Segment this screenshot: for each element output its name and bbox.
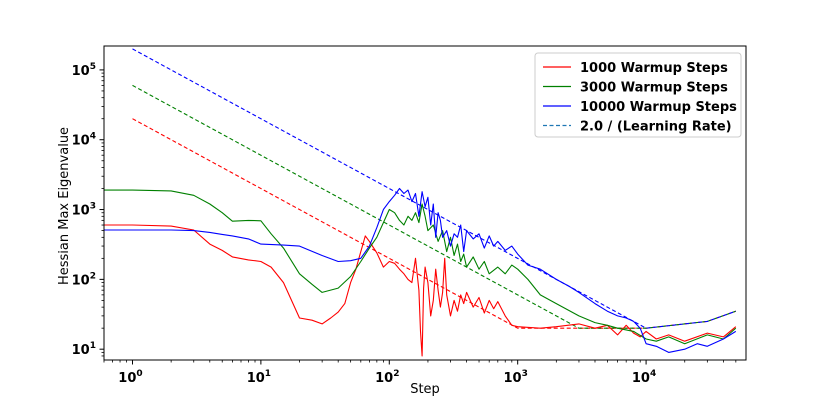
y-tick-label: 102 [72, 271, 96, 288]
x-tick-label: 104 [632, 369, 656, 386]
x-tick-label: 102 [375, 369, 399, 386]
series-layer [104, 48, 737, 357]
x-tick-label: 100 [118, 369, 142, 386]
legend-box [534, 52, 742, 138]
y-tick-label: 104 [72, 132, 96, 149]
x-tick-label: 101 [247, 369, 271, 386]
legend-label: 2.0 / (Learning Rate) [580, 120, 732, 135]
x-tick-label: 103 [504, 369, 528, 386]
y-axis: 101 102 103 104 105 [72, 62, 104, 358]
x-axis: 100 101 102 103 104 [103, 360, 737, 386]
x-axis-label: Step [410, 382, 440, 397]
y-tick-label: 101 [72, 341, 96, 358]
legend-label: 10000 Warmup Steps [580, 100, 737, 115]
series-line-1000-warmup-steps [104, 224, 737, 357]
y-axis-label: Hessian Max Eigenvalue [57, 127, 72, 285]
legend-label: 1000 Warmup Steps [580, 61, 728, 76]
legend-label: 3000 Warmup Steps [580, 81, 728, 96]
lr-dashed-line [132, 84, 736, 329]
y-tick-label: 105 [72, 62, 96, 79]
plot-frame [103, 45, 747, 361]
series-line-10000-warmup-steps [104, 187, 737, 353]
y-tick-label: 103 [72, 202, 96, 219]
legend: 1000 Warmup Steps 3000 Warmup Steps 10000 … [534, 52, 742, 138]
